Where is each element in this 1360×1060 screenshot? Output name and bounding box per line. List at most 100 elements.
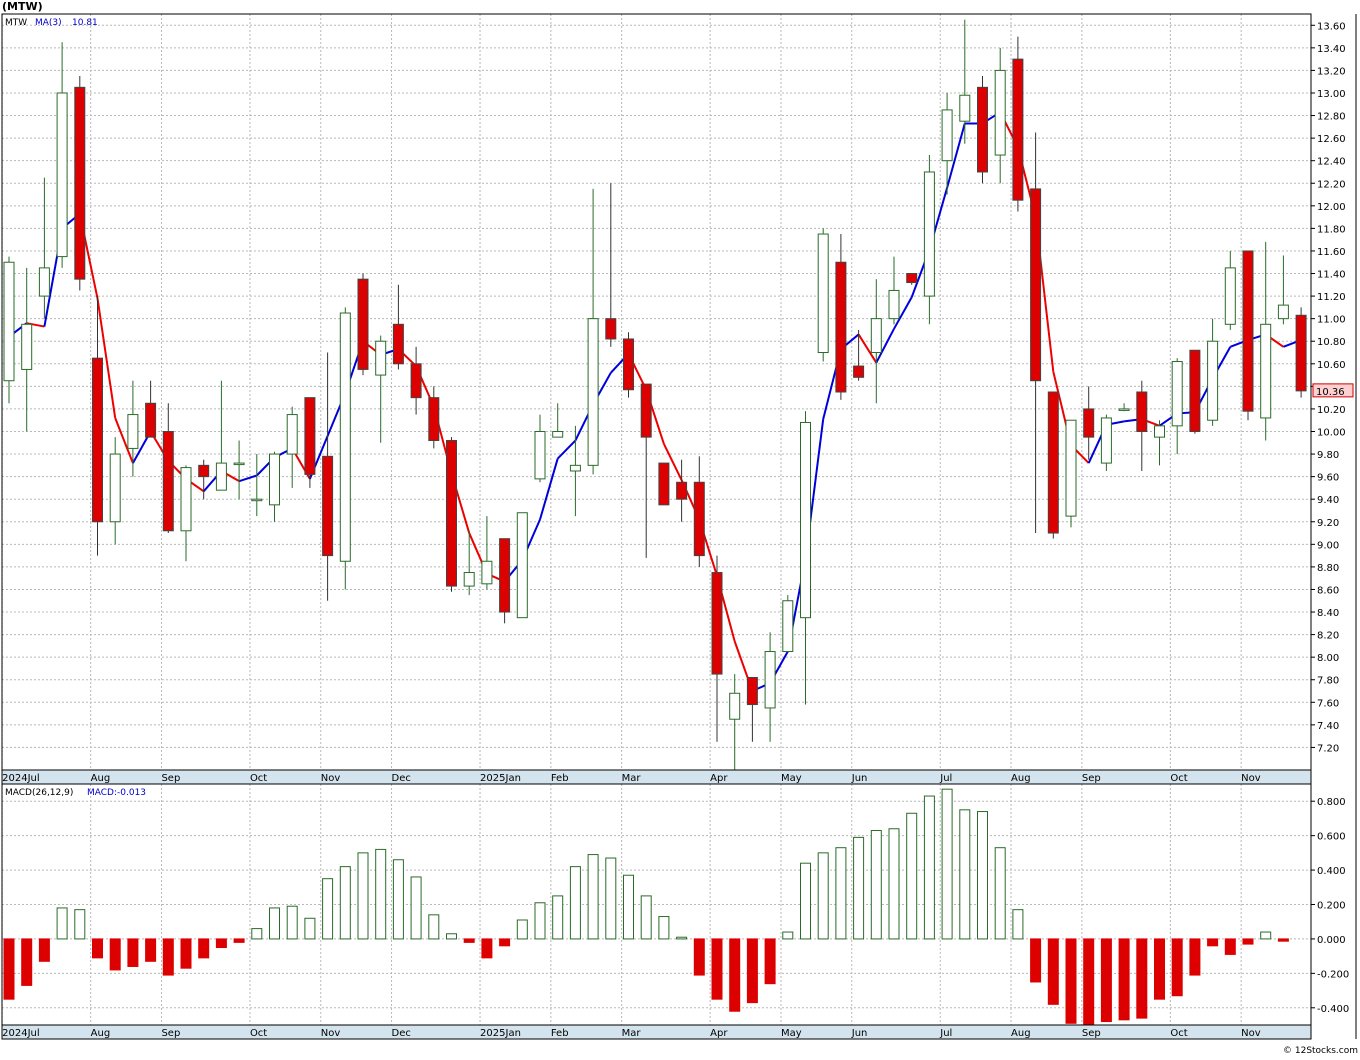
candle xyxy=(782,595,794,653)
macd-bar xyxy=(587,854,599,940)
macd-bar xyxy=(1012,909,1024,940)
candle xyxy=(605,183,617,347)
candle xyxy=(1260,241,1272,441)
candle-body xyxy=(269,453,280,506)
candle xyxy=(446,437,457,592)
price-month-label: Sep xyxy=(161,773,180,784)
candle-body xyxy=(180,467,192,532)
price-axis-label: 9.00 xyxy=(1317,540,1339,551)
macd-bar xyxy=(1083,938,1095,1026)
price-axis-label: 7.20 xyxy=(1317,743,1339,754)
macd-bar xyxy=(605,857,617,940)
macd-bar xyxy=(1277,938,1289,942)
candle-body xyxy=(1224,267,1236,325)
macd-bar xyxy=(870,829,882,940)
candle-body xyxy=(56,92,68,258)
macd-bar xyxy=(941,788,953,940)
candle xyxy=(994,47,1006,184)
candle xyxy=(1154,420,1165,466)
candle xyxy=(658,462,670,506)
price-month-label: Sep xyxy=(1082,773,1101,784)
candle-body xyxy=(109,453,121,523)
macd-bar xyxy=(853,836,865,940)
macd-bar xyxy=(145,938,157,962)
candle-body xyxy=(977,86,988,173)
price-axis-label: 10.20 xyxy=(1317,405,1346,416)
price-axis-label: 11.80 xyxy=(1317,224,1346,235)
macd-bar xyxy=(623,874,634,940)
candle-body xyxy=(375,340,387,376)
macd-bar xyxy=(446,933,457,940)
macd-axis-label: -0.200 xyxy=(1317,969,1349,980)
macd-bar xyxy=(1171,938,1183,997)
candle-body xyxy=(162,430,174,532)
candle xyxy=(286,406,298,488)
macd-month-label: Aug xyxy=(1011,1028,1031,1039)
candle xyxy=(215,380,227,491)
candle xyxy=(1207,318,1219,426)
candle xyxy=(800,411,811,705)
candle-body xyxy=(711,572,723,675)
candle xyxy=(676,459,688,522)
price-axis-label: 9.20 xyxy=(1317,518,1339,529)
price-axis-label: 9.80 xyxy=(1317,450,1339,461)
candle xyxy=(941,92,953,195)
ma3-line-segment xyxy=(857,333,878,364)
candle-body xyxy=(1171,361,1183,427)
candle-body xyxy=(1277,304,1289,320)
candle-body xyxy=(870,318,882,354)
price-axis-label: 8.20 xyxy=(1317,631,1339,642)
candle xyxy=(1118,403,1130,412)
macd-month-label: May xyxy=(781,1028,802,1039)
macd-bar xyxy=(640,895,652,940)
macd-month-label: Jun xyxy=(851,1028,868,1039)
macd-bar xyxy=(1030,938,1042,983)
macd-bar xyxy=(410,876,422,940)
candle xyxy=(1277,255,1289,325)
candle-body xyxy=(304,397,316,475)
macd-bar xyxy=(800,862,811,940)
candle-body xyxy=(1047,391,1059,534)
candle xyxy=(74,76,86,291)
candle-body xyxy=(605,318,617,340)
macd-bar xyxy=(1047,938,1059,1005)
candle-body xyxy=(339,312,351,562)
candle xyxy=(499,538,511,624)
candle-body xyxy=(764,651,776,709)
macd-month-label: 2025Jan xyxy=(480,1028,521,1039)
macd-bar xyxy=(180,938,192,969)
macd-bar xyxy=(658,916,670,940)
candle-body xyxy=(923,171,935,297)
macd-bar xyxy=(906,812,918,940)
candle xyxy=(322,352,334,601)
macd-bar xyxy=(959,809,971,940)
candle xyxy=(1224,250,1236,330)
candle-body xyxy=(74,86,86,280)
macd-month-label: Nov xyxy=(1241,1028,1261,1039)
macd-bar xyxy=(569,866,581,940)
candle-body xyxy=(322,455,334,557)
candle-body xyxy=(1030,188,1042,382)
price-month-label: 2025Jan xyxy=(480,773,521,784)
candle xyxy=(552,403,564,438)
candle-body xyxy=(127,414,139,449)
price-axis-label: 11.40 xyxy=(1317,270,1346,281)
candle xyxy=(569,425,581,517)
candle-body xyxy=(623,338,634,391)
candle-body xyxy=(1154,425,1165,438)
candle xyxy=(304,397,316,488)
candle-body xyxy=(215,462,227,491)
watermark: © 12Stocks.com xyxy=(1283,1046,1358,1056)
macd-bar xyxy=(499,938,511,947)
price-month-label: May xyxy=(781,773,802,784)
candle xyxy=(463,530,475,596)
candle xyxy=(1012,36,1024,212)
candle xyxy=(127,380,139,477)
price-axis-label: 13.60 xyxy=(1317,21,1346,32)
macd-bar xyxy=(286,905,298,940)
candle xyxy=(339,307,351,590)
price-axis-label: 12.80 xyxy=(1317,112,1346,123)
symbol-title: (MTW) xyxy=(2,0,43,13)
last-price-label: 10.36 xyxy=(1316,387,1345,398)
